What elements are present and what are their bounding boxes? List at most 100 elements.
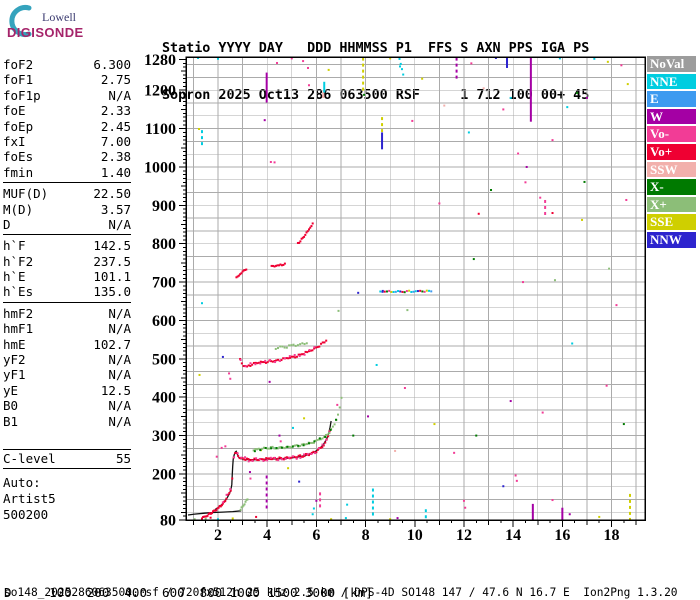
axes bbox=[179, 56, 646, 527]
parameter-label: fxI bbox=[3, 133, 26, 149]
legend-item-vo: Vo- bbox=[647, 126, 696, 142]
parameter-row: foEp 2.45 bbox=[3, 119, 131, 134]
svg-text:2: 2 bbox=[214, 527, 222, 544]
parameter-value: N/A bbox=[108, 413, 131, 429]
parameter-label: hmF2 bbox=[3, 305, 34, 321]
parameter-value: 1.40 bbox=[100, 164, 131, 180]
legend-item-ssw: SSW bbox=[647, 161, 696, 178]
series-second-hop-x-dots bbox=[274, 342, 308, 350]
parameter-label: h`Es bbox=[3, 284, 34, 300]
parameter-value: N/A bbox=[108, 216, 131, 232]
parameter-row: MUF(D) 22.50 bbox=[3, 186, 131, 201]
logo: Lowell DIGISONDE bbox=[4, 3, 134, 45]
parameter-row: h`F 142.5 bbox=[3, 238, 131, 253]
parameter-label: M(D) bbox=[3, 201, 34, 217]
parameter-row: B1 N/A bbox=[3, 414, 131, 429]
svg-text:14: 14 bbox=[505, 527, 521, 544]
parameter-value: 101.1 bbox=[93, 269, 131, 285]
parameter-row: yE 12.5 bbox=[3, 383, 131, 398]
echo-status-legend: NoVal NNE E W Vo- Vo+ SSW X- X+ SSE NNW bbox=[647, 56, 696, 250]
legend-item-nnw: NNW bbox=[647, 231, 696, 248]
parameter-row: hmF1 N/A bbox=[3, 321, 131, 336]
parameter-value: N/A bbox=[108, 321, 131, 337]
legend-item-nne: NNE bbox=[647, 73, 696, 90]
svg-text:10: 10 bbox=[407, 527, 423, 544]
parameter-value: 237.5 bbox=[93, 253, 131, 269]
svg-text:6: 6 bbox=[312, 527, 320, 544]
parameter-row: M(D) 3.57 bbox=[3, 202, 131, 217]
series-second-hop-o-dots bbox=[239, 339, 328, 368]
parameter-value: 22.50 bbox=[93, 186, 131, 202]
svg-text:700: 700 bbox=[152, 275, 176, 292]
parameter-value: 12.5 bbox=[100, 382, 131, 398]
parameter-group: MUF(D) 22.50 M(D) 3.57 D N/A bbox=[3, 182, 131, 232]
autoscaling-line: Artist5 bbox=[3, 491, 56, 507]
parameter-label: foF1p bbox=[3, 87, 41, 103]
parameter-row: foF2 6.300 bbox=[3, 57, 131, 72]
legend-item-x: X+ bbox=[647, 196, 696, 213]
muf-distance-row: D 100 200 400 600 800 1000 1500 3000 [km… bbox=[4, 585, 373, 600]
series-mid-diagonal-red-dots bbox=[296, 222, 314, 244]
svg-text:1200: 1200 bbox=[144, 83, 176, 100]
legend-item-e: E bbox=[647, 91, 696, 107]
parameter-group: h`F 142.5 h`F2 237.5 h`E 101.1 h`Es 135.0 bbox=[3, 234, 131, 300]
parameter-row: foE 2.33 bbox=[3, 103, 131, 118]
noise-echo-dots bbox=[193, 56, 629, 521]
parameter-row: h`F2 237.5 bbox=[3, 254, 131, 269]
parameter-value: N/A bbox=[108, 352, 131, 368]
series-cyan-diagonal-dots bbox=[398, 57, 405, 76]
lowell-crescent-icon bbox=[9, 5, 32, 37]
parameter-row: hmE 102.7 bbox=[3, 337, 131, 352]
svg-text:12: 12 bbox=[456, 527, 472, 544]
svg-text:200: 200 bbox=[152, 466, 176, 483]
parameter-value: 2.75 bbox=[100, 72, 131, 88]
series-f-layer-trace-line bbox=[214, 420, 332, 511]
parameter-row: foF1 2.75 bbox=[3, 72, 131, 87]
parameter-group: hmF2 N/A hmF1 N/A hmE 102.7 yF2 N/A yF1 N/A yE 12.5… bbox=[3, 301, 131, 429]
parameter-value: 2.45 bbox=[100, 118, 131, 134]
parameter-label: B1 bbox=[3, 413, 19, 429]
parameter-label: yF2 bbox=[3, 352, 26, 368]
parameter-row: h`E 101.1 bbox=[3, 269, 131, 284]
svg-text:18: 18 bbox=[604, 527, 620, 544]
parameter-row: C-level 55 bbox=[3, 451, 131, 466]
series-third-hop-o-dots bbox=[235, 268, 248, 279]
series-third-hop-cluster-dots bbox=[270, 262, 286, 268]
parameter-value: 2.33 bbox=[100, 103, 131, 119]
scaled-parameters-panel: foF2 6.300 foF1 2.75 foF1p N/A foE 2.33 foEp 2.45… bbox=[3, 57, 131, 523]
parameter-row: foEs 2.38 bbox=[3, 149, 131, 164]
parameter-value: N/A bbox=[108, 305, 131, 321]
parameter-value: 3.57 bbox=[100, 201, 131, 217]
parameter-value: 102.7 bbox=[93, 336, 131, 352]
parameter-value: N/A bbox=[108, 87, 131, 103]
svg-text:8: 8 bbox=[362, 527, 370, 544]
parameter-value: 7.00 bbox=[100, 133, 131, 149]
muf-table: D 100 200 400 600 800 1000 1500 3000 [km… bbox=[4, 558, 380, 600]
parameter-label: hmE bbox=[3, 336, 26, 352]
parameter-value: N/A bbox=[108, 367, 131, 383]
parameter-label: yE bbox=[3, 382, 19, 398]
header-columns-line: Statio YYYY DAY DDD HHMMSS P1 FFS S AXN … bbox=[162, 41, 590, 56]
parameter-value: 6.300 bbox=[93, 57, 131, 72]
parameter-label: foEp bbox=[3, 118, 34, 134]
legend-item-noval: NoVal bbox=[647, 56, 696, 72]
svg-text:1280: 1280 bbox=[144, 52, 176, 69]
legend-item-vo: Vo+ bbox=[647, 143, 696, 160]
autoscaling-info: Auto: Artist5 500200 bbox=[3, 475, 131, 523]
legend-item-w: W bbox=[647, 108, 696, 125]
parameter-label: D bbox=[3, 216, 11, 232]
parameter-label: foF1 bbox=[3, 72, 34, 88]
measurement-header: Statio YYYY DAY DDD HHMMSS P1 FFS S AXN … bbox=[162, 10, 589, 134]
svg-text:800: 800 bbox=[152, 236, 176, 253]
axis-tick-labels: 80 200 300 400 500 600 700 800 900 1000 1100 1200 12… bbox=[144, 52, 620, 544]
parameter-value: 135.0 bbox=[93, 284, 131, 300]
svg-text:4: 4 bbox=[263, 527, 271, 544]
parameter-value: 2.38 bbox=[100, 149, 131, 165]
parameter-row: D N/A bbox=[3, 217, 131, 232]
series-oblique-streak-dots bbox=[379, 289, 433, 294]
svg-text:600: 600 bbox=[152, 313, 176, 330]
parameter-label: C-level bbox=[3, 450, 56, 466]
logo-lowell-text: Lowell bbox=[42, 10, 76, 24]
